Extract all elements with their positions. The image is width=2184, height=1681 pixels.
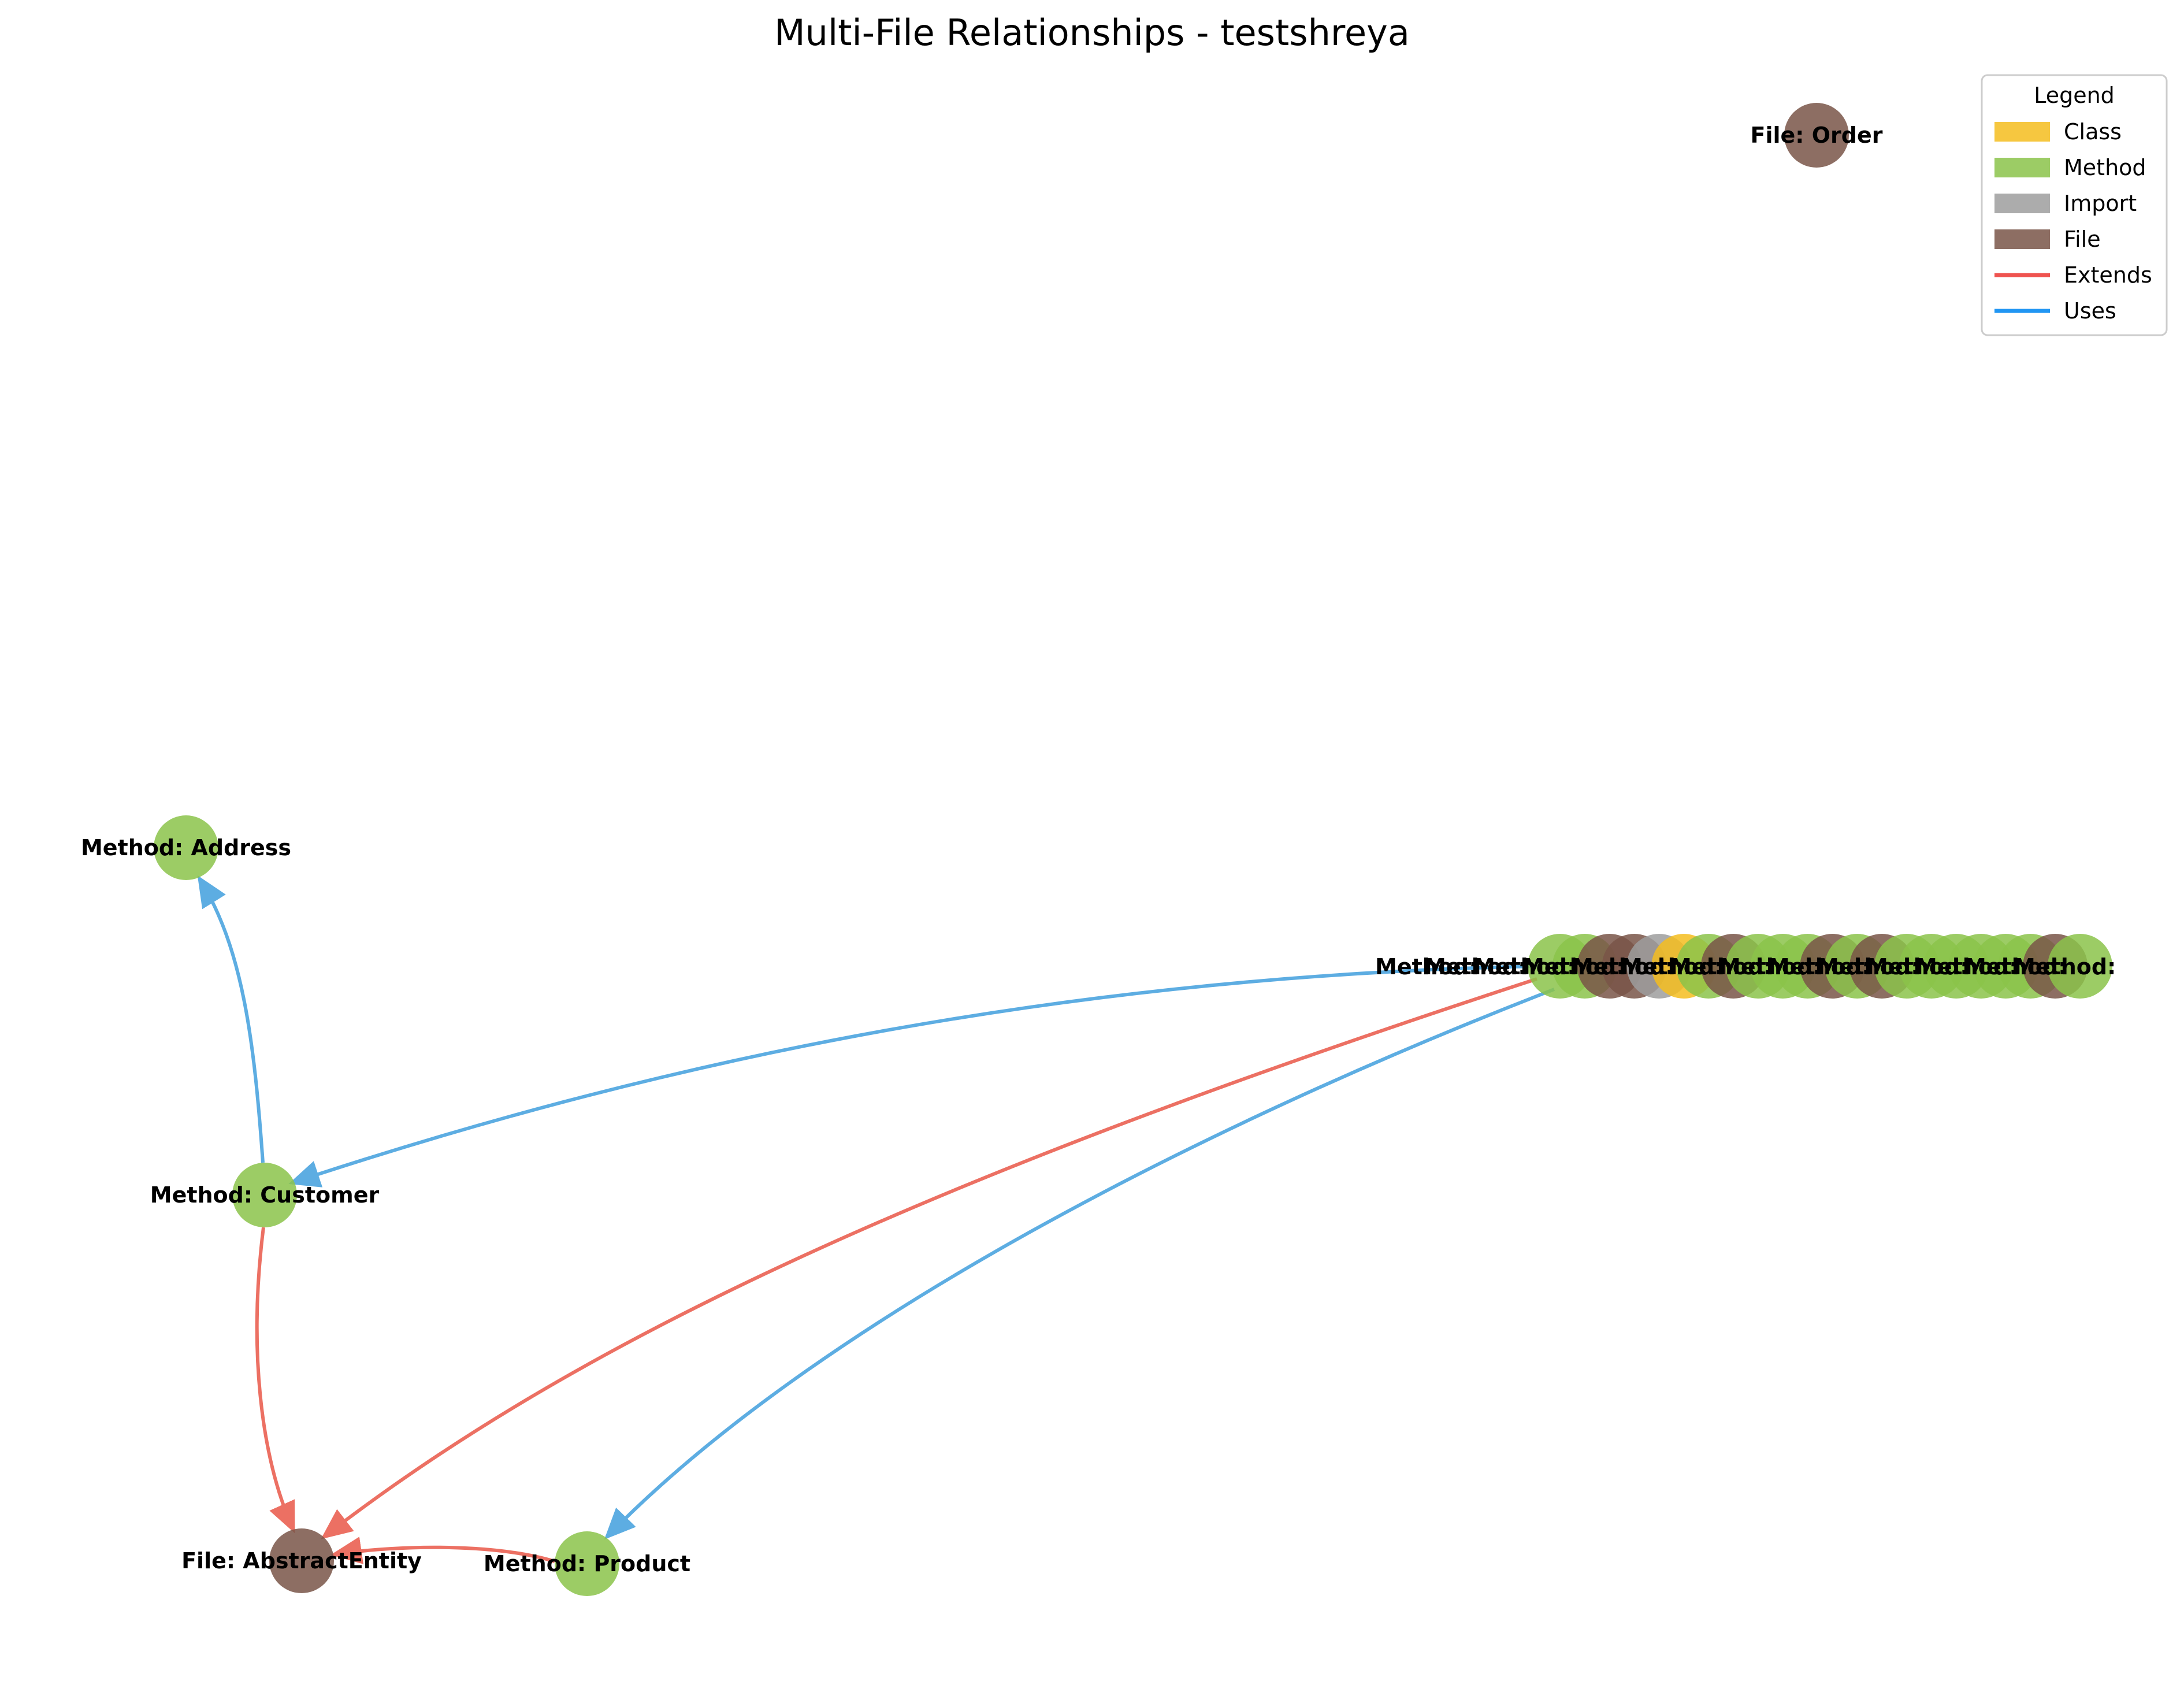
node-address: Method: Address — [81, 815, 291, 880]
legend-item-method: Method — [1994, 155, 2146, 180]
nodes-layer: File: Order Method: Address Method: Custom… — [81, 103, 1883, 1596]
method-node-circle — [555, 1531, 619, 1596]
method-node-circle — [154, 815, 218, 880]
cluster-label: Method: — [1817, 954, 1919, 979]
node-label: Method: Product — [484, 1551, 690, 1576]
legend-item-class: Class — [1994, 119, 2122, 144]
node-product: Method: Product — [484, 1531, 690, 1596]
legend-item-import: Import — [1994, 191, 2137, 216]
cluster-node-method — [2048, 934, 2112, 999]
cluster-label: Method: — [1375, 954, 1477, 979]
legend-label: File — [2064, 227, 2101, 252]
cluster-label: Method: — [1424, 954, 1526, 979]
node-label: File: AbstractEntity — [181, 1548, 422, 1574]
legend: Legend Class Method Import File Extends Uses — [1981, 74, 2168, 336]
cluster-label: Method: — [1768, 954, 1870, 979]
legend-item-uses: Uses — [1994, 298, 2116, 324]
legend-title: Legend — [2034, 83, 2115, 108]
edge-extends-cluster-to-abstract — [321, 977, 1537, 1539]
legend-item-file: File — [1994, 227, 2101, 252]
cluster-label: Method: — [1964, 954, 2067, 979]
legend-label: Import — [2064, 191, 2137, 216]
cluster-label: Method: — [1915, 954, 2018, 979]
node-customer: Method: Customer — [150, 1163, 380, 1227]
cluster-label: Method: — [1621, 954, 1723, 979]
edge-uses-customer-to-address — [197, 875, 265, 1163]
legend-item-extends: Extends — [1994, 262, 2152, 288]
legend-label: Method — [2064, 155, 2146, 180]
edges-layer — [197, 875, 1555, 1564]
node-label: Method: Address — [81, 835, 291, 860]
cluster-label: Method: — [1473, 954, 1576, 979]
node-abstract: File: AbstractEntity — [181, 1528, 422, 1593]
cluster-label: Method: — [1572, 954, 1674, 979]
node-label: File: Order — [1751, 123, 1883, 148]
legend-label: Class — [2064, 119, 2122, 144]
legend-label: Uses — [2064, 298, 2116, 324]
edge-extends-customer-to-abstract — [255, 1227, 295, 1534]
cluster-label: Method: — [1670, 954, 1772, 979]
cluster-label: Method: — [1866, 954, 1968, 979]
legend-swatch — [1994, 158, 2050, 177]
edge-uses-cluster-to-product — [604, 988, 1555, 1540]
cluster-label: Method: — [1522, 954, 1625, 979]
node-label: Method: Customer — [150, 1182, 380, 1208]
method-node-circle — [232, 1163, 297, 1227]
edge-uses-cluster-to-customer — [288, 964, 1537, 1188]
chart-title: Multi-File Relationships - testshreya — [774, 12, 1410, 54]
edge-extends-product-to-abstract — [330, 1537, 555, 1564]
file-node-circle — [1784, 103, 1849, 168]
node-order: File: Order — [1751, 103, 1883, 168]
legend-swatch — [1994, 122, 2050, 142]
legend-swatch — [1994, 229, 2050, 249]
cluster-label: Method: — [2014, 954, 2116, 979]
cluster-label: Method: — [1719, 954, 1821, 979]
legend-label: Extends — [2064, 262, 2152, 288]
legend-swatch — [1994, 194, 2050, 213]
node-cluster: Method: Method: Method: Method: Method: … — [1375, 934, 2116, 999]
file-node-circle — [269, 1528, 334, 1593]
